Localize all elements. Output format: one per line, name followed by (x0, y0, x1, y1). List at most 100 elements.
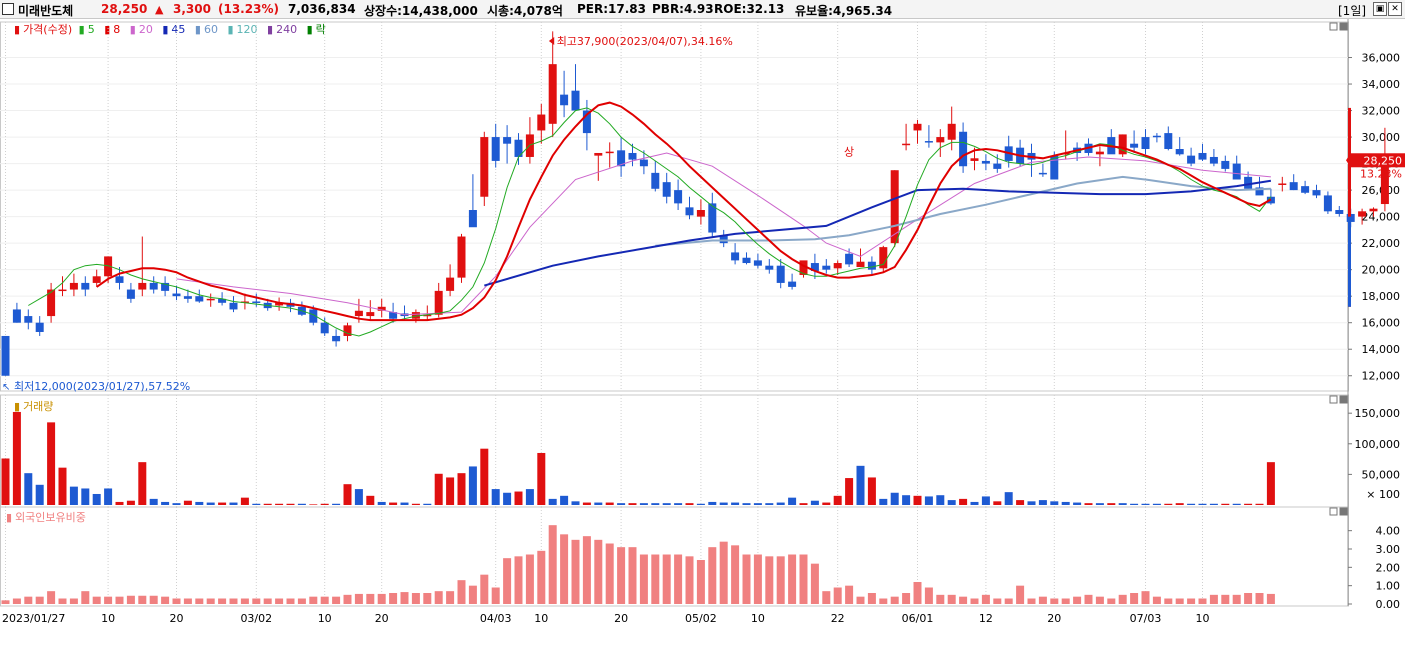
volume-bar (115, 501, 124, 505)
foreign-bar (423, 593, 432, 604)
volume-bar (172, 503, 181, 505)
candle-body (685, 207, 694, 216)
volume-bar (389, 502, 398, 505)
foreign-bar (1221, 594, 1230, 604)
volume-bar (548, 498, 557, 505)
pane-maximize-icon (1339, 22, 1348, 31)
foreign-bar (731, 545, 740, 604)
candle-body (560, 94, 569, 106)
foreign-bar (548, 525, 557, 604)
volume-legend: ▮ 거래량 (14, 398, 56, 414)
foreign-bar (309, 596, 318, 604)
period-selector[interactable]: [1일] (1338, 4, 1367, 18)
foreign-tick-label: 1.00 (1376, 580, 1401, 593)
foreign-bar (822, 591, 831, 604)
foreign-bar (1, 600, 10, 604)
candle-body (1221, 160, 1230, 169)
candle-body (1050, 155, 1059, 180)
candle-body (92, 276, 101, 283)
volume-bar (1232, 503, 1241, 505)
price-legend-marker: ▮ (14, 23, 21, 36)
ma120-marker: ▮ (227, 23, 234, 36)
foreign-bar (263, 598, 272, 604)
volume-bar (765, 503, 774, 505)
volume-bar (411, 503, 420, 505)
volume-bar (902, 495, 911, 505)
foreign-bar (389, 593, 398, 604)
volume-bar (560, 495, 569, 505)
volume-bar (719, 502, 728, 505)
foreign-bar (674, 554, 683, 604)
candle-body (605, 151, 614, 154)
foreign-bar (833, 587, 842, 604)
volume-bar (1004, 492, 1013, 505)
candle-body (765, 265, 774, 270)
foreign-bar (651, 554, 660, 604)
candle-body (206, 298, 215, 301)
volume-bar (183, 500, 192, 505)
foreign-tick-label: 3.00 (1376, 543, 1401, 556)
range-bar-down (1348, 216, 1351, 307)
low-annotation: 최저12,000(2023/01/27),57.52% (14, 380, 190, 393)
foreign-bar (69, 598, 78, 604)
foreign-bar (639, 554, 648, 604)
foreign-bar (229, 598, 238, 604)
price-legend-label: 가격(수정) (23, 23, 73, 36)
ma60-line (655, 175, 1271, 247)
candle-body (1380, 160, 1389, 205)
ma45-marker: ▮ (162, 23, 169, 36)
date-tick-label: 10 (101, 612, 115, 625)
close-window-icon[interactable]: ✕ (1388, 2, 1402, 16)
ma20-line (176, 152, 1271, 316)
foreign-bar (902, 593, 911, 604)
foreign-bar (560, 534, 569, 604)
volume-bar (959, 498, 968, 505)
foreign-bar (913, 582, 922, 604)
pbr-value: PBR:4.93 (652, 2, 714, 16)
foreign-bar (1084, 594, 1093, 604)
candle-body (332, 335, 341, 342)
candle-body (149, 282, 158, 290)
high-marker-icon (548, 31, 555, 45)
foreign-bar (240, 598, 249, 604)
volume-bar (81, 488, 90, 505)
foreign-bar (480, 574, 489, 604)
candle-body (491, 137, 500, 161)
foreign-tick-label: 4.00 (1376, 525, 1401, 538)
date-tick-label: 20 (614, 612, 628, 625)
ma60-label: 60 (203, 23, 218, 36)
foreign-bar (138, 595, 147, 604)
volume-bar (753, 503, 762, 505)
candle-body (229, 302, 238, 310)
candle-body (970, 158, 979, 161)
candle-body (776, 265, 785, 283)
date-tick-label: 03/02 (240, 612, 272, 625)
volume-bar (947, 500, 956, 505)
foreign-bar (183, 598, 192, 604)
foreign-bar (719, 541, 728, 604)
stock-name[interactable]: 미래반도체 (18, 4, 74, 18)
candle-body (571, 90, 580, 111)
foreign-bar (1027, 598, 1036, 604)
date-tick-label: 07/03 (1130, 612, 1162, 625)
foreign-bar (206, 598, 215, 604)
foreign-bar (514, 556, 523, 604)
volume-bar (867, 477, 876, 505)
ma-legend-5: ▮ 5 (79, 23, 98, 36)
volume-bar (377, 501, 386, 505)
restore-window-icon[interactable]: ▣ (1373, 2, 1387, 16)
volume-bar (651, 503, 660, 505)
select-checkbox[interactable] (2, 3, 14, 15)
candle-body (594, 152, 603, 156)
foreign-bar (275, 598, 284, 604)
candle-body (275, 302, 284, 306)
candle-body (753, 260, 762, 266)
candle-body (252, 301, 261, 303)
candle-body (628, 152, 637, 160)
foreign-bar (742, 554, 751, 604)
volume-bar (981, 496, 990, 505)
foreign-bar (708, 547, 717, 604)
foreign-bar (503, 558, 512, 604)
volume-bar (491, 489, 500, 505)
stock-chart[interactable]: 12,000 14,000 16,000 18,000 20,000 22,000 24,0… (0, 19, 1405, 648)
